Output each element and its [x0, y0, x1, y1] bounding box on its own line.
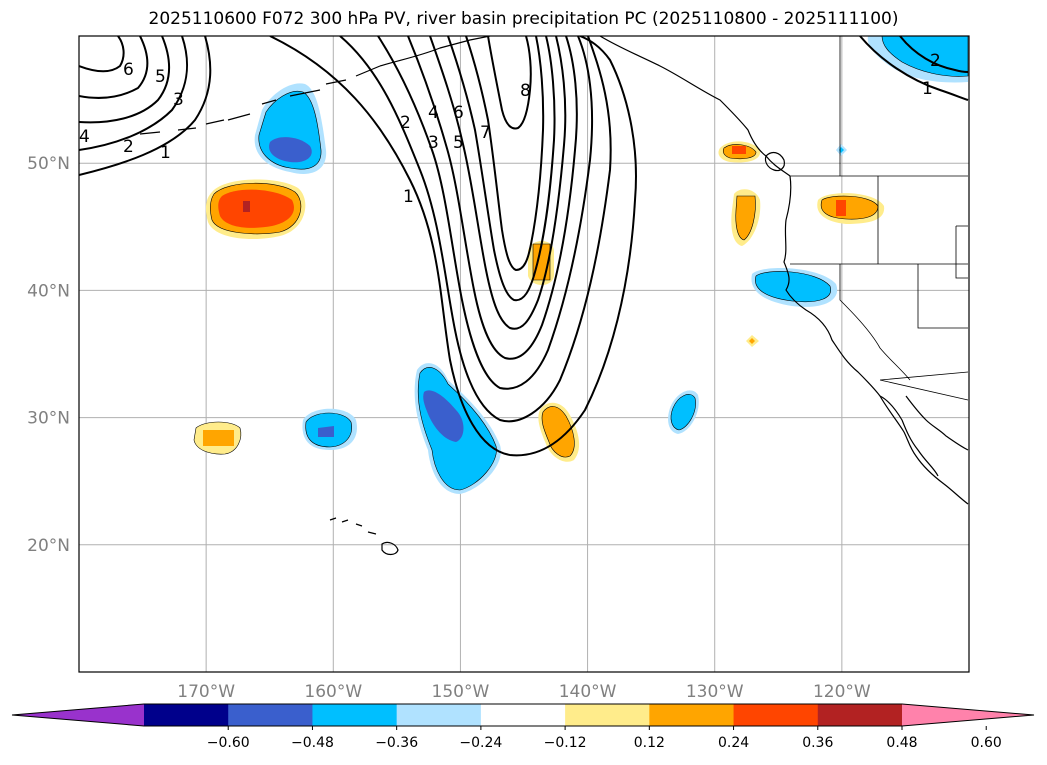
pos-blob-bc-coast [718, 141, 761, 163]
neg-blob-central [302, 408, 357, 450]
neg-blob-east [668, 390, 699, 434]
pos-blob-tiny [746, 335, 759, 347]
pos-blob-oregon-coast [731, 189, 761, 246]
latitude-labels: 20°N 30°N 40°N 50°N [27, 154, 70, 556]
pos-blob-west [193, 421, 242, 455]
precip-anomalies [193, 36, 969, 494]
pv-contour-3-trough [377, 36, 594, 390]
neg-blob-tiny [836, 144, 847, 156]
contour-label-4: 4 [79, 127, 90, 147]
colorbar-labels: −0.60 −0.48 −0.36 −0.24 −0.12 0.12 0.24 0.36 0.4… [207, 726, 1002, 751]
pv-contours [79, 36, 969, 457]
pv-contour-5-west [79, 36, 125, 73]
pv-contour-1-west [79, 36, 212, 176]
colorbar-segment [480, 704, 566, 726]
colorbar-tick-label: 0.36 [802, 735, 833, 751]
pv-contour-4-west [79, 36, 149, 99]
lat-tick-label: 40°N [27, 281, 70, 301]
lat-tick-label: 20°N [27, 536, 70, 556]
colorbar-extend-high [902, 704, 1034, 726]
lon-tick-label: 170°W [177, 682, 235, 702]
pv-contour-2-northeast [899, 36, 969, 73]
colorbar-tick-label: 0.12 [634, 735, 665, 751]
contour-label-5: 5 [155, 67, 166, 87]
contour-label-6: 6 [123, 60, 134, 80]
colorbar-segment [228, 704, 313, 726]
contour-label-1-trough: 1 [403, 187, 414, 207]
pv-contour-6-trough [447, 36, 556, 302]
colorbar-segment [649, 704, 735, 726]
baja-california [879, 395, 969, 477]
plot-frame [78, 35, 970, 673]
pv-contour-2-west [79, 36, 189, 151]
contour-labels: 1 2 3 4 5 6 1 2 3 4 5 6 7 8 1 2 [79, 51, 941, 207]
neg-blob-california-north [751, 268, 838, 307]
pv-contour-2-trough [339, 36, 612, 423]
colorbar-segment [733, 704, 819, 726]
colorbar-tick-label: −0.24 [459, 735, 502, 751]
colorbar-segment [565, 704, 650, 726]
alaska-coast [379, 36, 791, 177]
colorbar-tick-label: 0.24 [718, 735, 749, 751]
colorbar-segment [144, 704, 229, 726]
pv-contour-5-trough [429, 36, 567, 330]
plot-area: 1 2 3 4 5 6 1 2 3 4 5 6 7 8 1 2 [79, 36, 969, 672]
coastlines [139, 36, 969, 556]
state-borders [790, 176, 969, 401]
colorbar-segment [312, 704, 398, 726]
longitude-labels: 170°W 160°W 150°W 140°W 130°W 120°W [177, 682, 871, 702]
pv-contour-8-trough [487, 36, 532, 130]
pv-contour-4-trough [407, 36, 578, 360]
lat-tick-label: 50°N [27, 154, 70, 174]
aleutian-islands [139, 65, 381, 135]
colorbar-tick-label: −0.60 [207, 735, 250, 751]
vancouver-island [764, 151, 785, 172]
pv-contour-1-northeast [859, 36, 969, 101]
contour-label-8-trough: 8 [520, 81, 531, 101]
contour-label-6-trough: 6 [453, 103, 464, 123]
lon-tick-label: 150°W [432, 682, 490, 702]
colorbar-segment [817, 704, 903, 726]
contour-label-3-trough: 3 [428, 133, 439, 153]
contour-label-2-northeast: 2 [930, 51, 941, 71]
contour-label-7-trough: 7 [480, 123, 491, 143]
contour-label-5-trough: 5 [453, 133, 464, 153]
contour-label-1-northeast: 1 [922, 79, 933, 99]
contour-label-4-trough: 4 [428, 103, 439, 123]
colorbar-outline [11, 703, 1035, 727]
borders [790, 36, 969, 401]
pv-contour-1-trough [269, 36, 637, 457]
colorbar-tick-label: 0.48 [886, 735, 917, 751]
lon-tick-label: 160°W [304, 682, 362, 702]
contour-label-1: 1 [160, 143, 171, 163]
colorbar-tick-label: −0.12 [544, 735, 587, 751]
pos-blob-northpacific [205, 179, 306, 240]
colorbar [11, 703, 1035, 727]
hawaii-islands [329, 517, 399, 556]
colorbar-extend-low [12, 704, 144, 726]
lat-tick-label: 30°N [27, 409, 70, 429]
pv-contour-7-trough [465, 36, 545, 272]
colorbar-tick-label: 0.60 [971, 735, 1002, 751]
colorbar-segment [396, 704, 482, 726]
neg-blob-south [414, 363, 501, 494]
map-title: 2025110600 F072 300 hPa PV, river basin … [148, 9, 899, 29]
colorbar-tick-label: −0.36 [375, 735, 418, 751]
pv-contour-3-west [79, 36, 171, 124]
lon-tick-label: 120°W [813, 682, 871, 702]
lon-tick-label: 140°W [559, 682, 617, 702]
colorbar-tick-label: −0.48 [291, 735, 334, 751]
na-west-coast [783, 175, 969, 505]
contour-label-2: 2 [123, 137, 134, 157]
neg-blob-northeast [867, 36, 969, 83]
contour-label-3: 3 [173, 90, 184, 110]
neg-blob-aleutian [254, 83, 327, 174]
pos-blob-southeast [538, 402, 580, 462]
lon-tick-label: 130°W [686, 682, 744, 702]
pos-blob-inland-nw [817, 193, 885, 224]
contour-label-2-trough: 2 [400, 113, 411, 133]
